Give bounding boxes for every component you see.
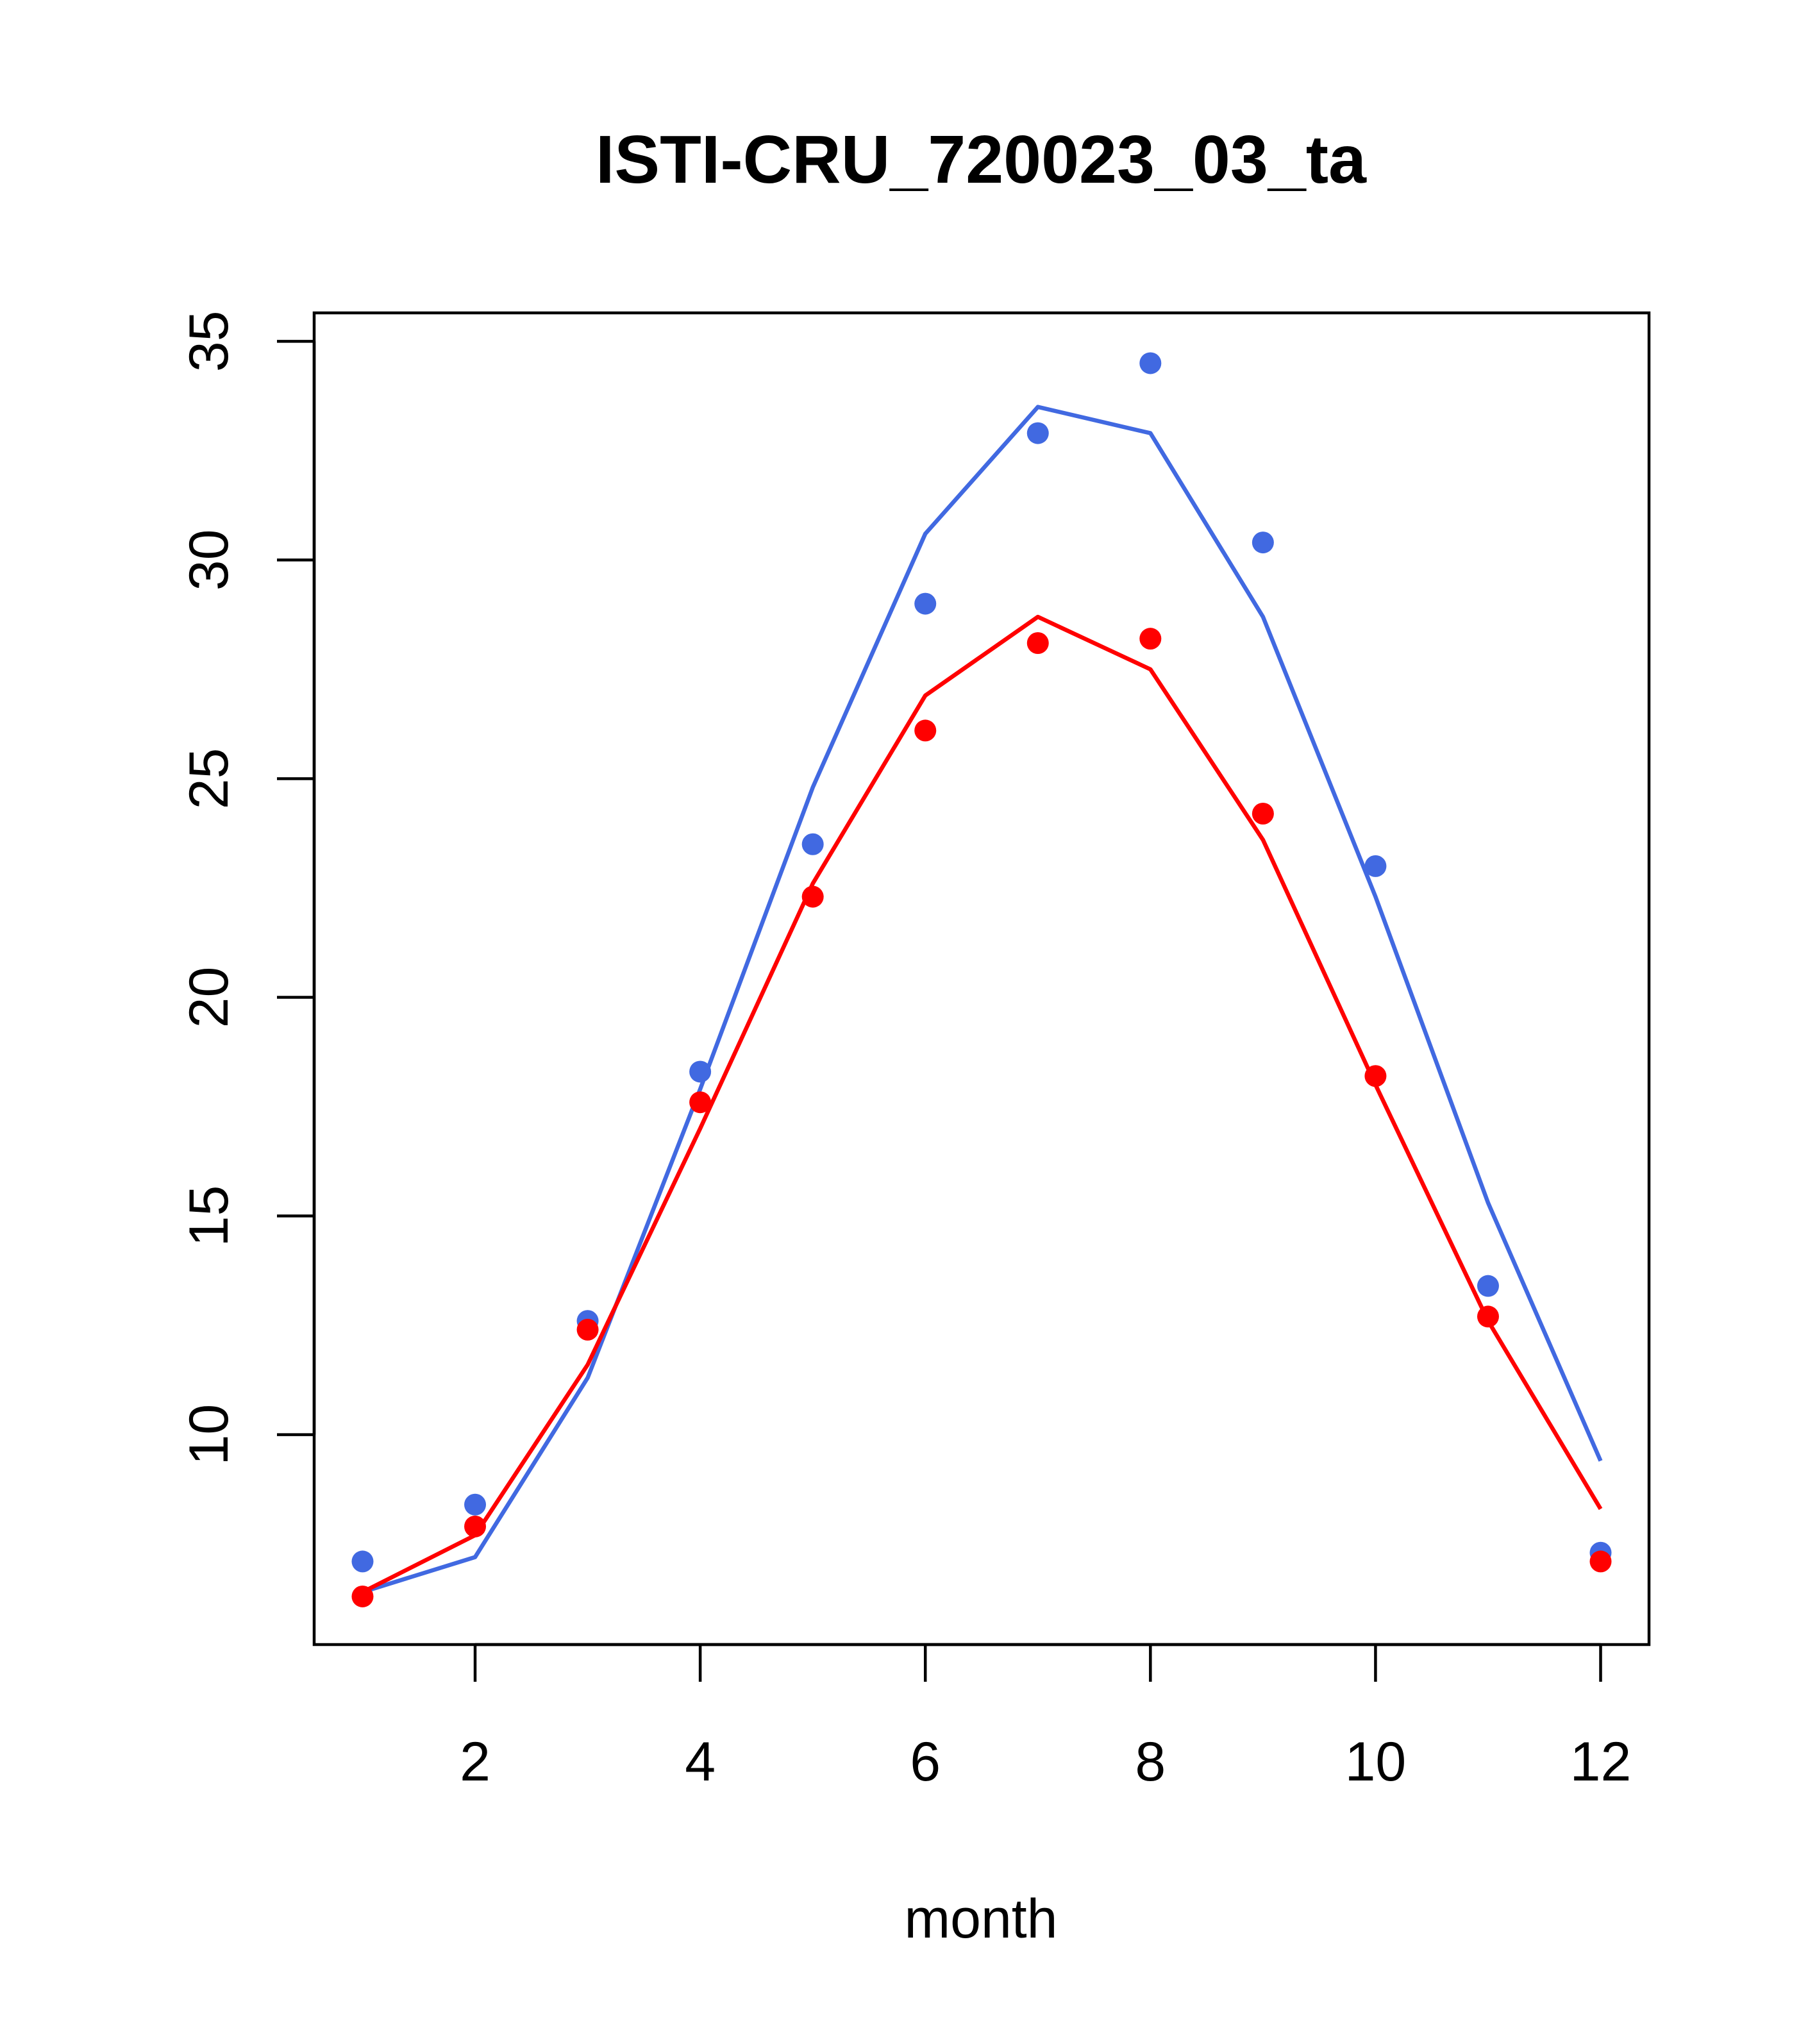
series-1-point: [801, 833, 824, 855]
chart-title: ISTI-CRU_720023_03_ta: [596, 122, 1367, 197]
y-tick-label: 25: [178, 748, 240, 810]
series-1-point: [1252, 532, 1274, 554]
series-2-point: [351, 1585, 374, 1607]
series-2-fit-line: [362, 614, 1603, 1595]
series-2-point: [1026, 632, 1049, 654]
y-tick-label: 30: [178, 530, 240, 591]
x-tick-label: 12: [1570, 1731, 1632, 1793]
series-1-point: [1364, 855, 1387, 877]
series-2-point: [464, 1515, 487, 1537]
series-2-point: [1589, 1550, 1612, 1573]
series-1-fit-line: [362, 405, 1603, 1595]
y-axis: 10 15 20 25 30 35: [178, 311, 316, 1466]
series-1-point: [914, 592, 937, 615]
y-tick-label: 10: [178, 1404, 240, 1466]
x-tick-label: 2: [460, 1731, 490, 1793]
series-2-point: [1364, 1065, 1387, 1087]
x-tick-label: 10: [1345, 1731, 1407, 1793]
series-2-point: [801, 885, 824, 908]
series-2-point: [1477, 1305, 1499, 1328]
series-1-point: [1139, 352, 1162, 374]
series-1-point: [351, 1550, 374, 1573]
y-tick-label: 35: [178, 311, 240, 373]
x-axis-title: month: [904, 1888, 1057, 1950]
x-axis: 2 4 6 8 10 12: [460, 1643, 1632, 1793]
series-1-point: [464, 1493, 487, 1516]
series-2-point: [576, 1318, 599, 1341]
x-tick-label: 4: [685, 1731, 716, 1793]
series-2-point: [1252, 803, 1274, 825]
series-2-point: [914, 719, 937, 742]
series-1-point: [1026, 422, 1049, 444]
series-1-point: [689, 1060, 712, 1083]
series-2-point: [1139, 628, 1162, 650]
y-tick-label: 15: [178, 1185, 240, 1247]
series-layer: [351, 352, 1612, 1607]
x-tick-label: 6: [910, 1731, 941, 1793]
x-tick-label: 8: [1135, 1731, 1166, 1793]
y-tick-label: 20: [178, 967, 240, 1028]
plot-frame: [312, 311, 1651, 1646]
series-2-point: [689, 1091, 712, 1114]
series-1-point: [1477, 1275, 1499, 1297]
